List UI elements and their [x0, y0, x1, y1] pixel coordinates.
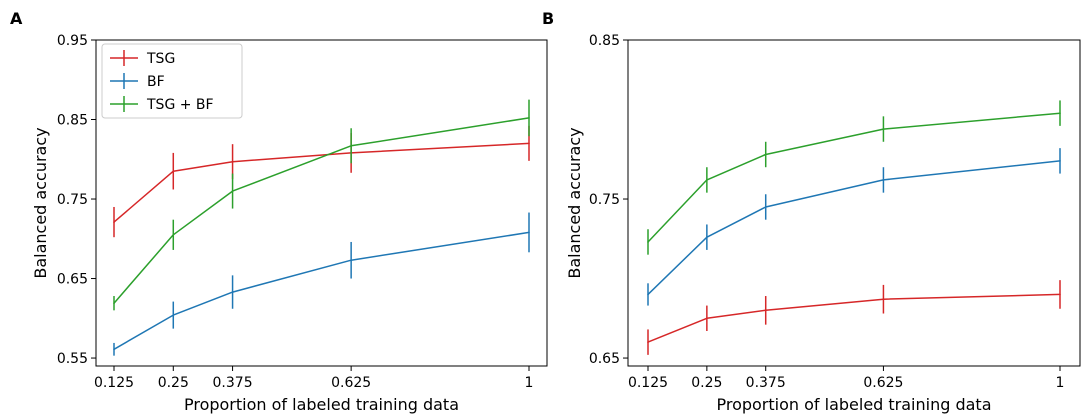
- series-line-bf: [647, 160, 1061, 295]
- data-point-tsg: [706, 317, 708, 320]
- data-point-tsg: [231, 160, 234, 163]
- y-tick-label: 0.85: [57, 113, 88, 129]
- data-point-tsg: [113, 221, 115, 223]
- data-point-bf: [172, 314, 175, 316]
- data-point-tsg-bf: [647, 241, 649, 243]
- y-tick-label: 0.85: [589, 33, 620, 49]
- x-tick-label: 0.25: [158, 375, 189, 391]
- x-tick-label: 1: [525, 375, 534, 391]
- y-axis-label: Balanced accuracy: [565, 127, 584, 278]
- legend-label: BF: [147, 74, 165, 90]
- series-line-bf: [113, 231, 530, 350]
- data-point-tsg: [528, 142, 530, 145]
- data-point-bf: [528, 231, 530, 234]
- x-tick-label: 0.625: [863, 375, 903, 391]
- data-point-bf: [647, 293, 649, 296]
- data-point-bf: [350, 259, 352, 262]
- data-point-bf: [764, 206, 767, 208]
- data-point-tsg-bf: [172, 234, 175, 236]
- x-tick-label: 0.125: [94, 375, 134, 391]
- legend: [101, 43, 243, 119]
- y-tick-label: 0.95: [57, 33, 88, 49]
- data-point-bf: [1059, 160, 1061, 162]
- y-tick-label: 0.55: [57, 351, 88, 367]
- x-tick-label: 0.25: [691, 375, 722, 391]
- plot-frame-a: [95, 39, 548, 367]
- y-tick-label: 0.65: [57, 272, 88, 288]
- data-point-tsg: [882, 298, 885, 301]
- panel-label: A: [10, 9, 23, 28]
- x-tick-label: 1: [1056, 375, 1065, 391]
- legend-label: TSG: [146, 51, 175, 67]
- x-tick-label: 0.375: [213, 375, 253, 391]
- x-tick-label: 0.625: [331, 375, 371, 391]
- x-tick-label: 0.125: [628, 375, 668, 391]
- data-point-tsg-bf: [528, 117, 530, 119]
- data-point-tsg-bf: [764, 153, 767, 156]
- series-line-tsg: [647, 293, 1061, 343]
- data-point-tsg: [172, 170, 175, 172]
- data-point-bf: [231, 291, 234, 293]
- y-axis-label: Balanced accuracy: [31, 127, 50, 278]
- y-tick-label: 0.75: [589, 192, 620, 208]
- legend-label: TSG + BF: [146, 97, 214, 113]
- x-tick-label: 0.375: [746, 375, 786, 391]
- series-line-tsg-bf: [113, 117, 530, 304]
- panel-label: B: [542, 9, 554, 28]
- x-axis-label: Proportion of labeled training data: [716, 395, 991, 414]
- data-point-bf: [706, 236, 708, 238]
- data-point-tsg-bf: [231, 190, 234, 192]
- y-tick-label: 0.65: [589, 351, 620, 367]
- plot-frame-b: [627, 39, 1081, 367]
- y-tick-label: 0.75: [57, 192, 88, 208]
- series-line-tsg-bf: [647, 112, 1061, 243]
- data-point-tsg-bf: [113, 302, 115, 304]
- data-point-tsg: [647, 341, 649, 343]
- data-point-tsg-bf: [882, 128, 885, 130]
- data-point-tsg: [1059, 293, 1061, 296]
- data-point-tsg: [764, 309, 767, 312]
- data-point-tsg-bf: [1059, 112, 1061, 114]
- data-point-bf: [882, 179, 885, 181]
- data-point-bf: [113, 348, 115, 351]
- data-point-tsg-bf: [350, 144, 352, 147]
- data-point-tsg-bf: [706, 179, 708, 181]
- x-axis-label: Proportion of labeled training data: [184, 395, 459, 414]
- series-line-tsg: [113, 142, 530, 223]
